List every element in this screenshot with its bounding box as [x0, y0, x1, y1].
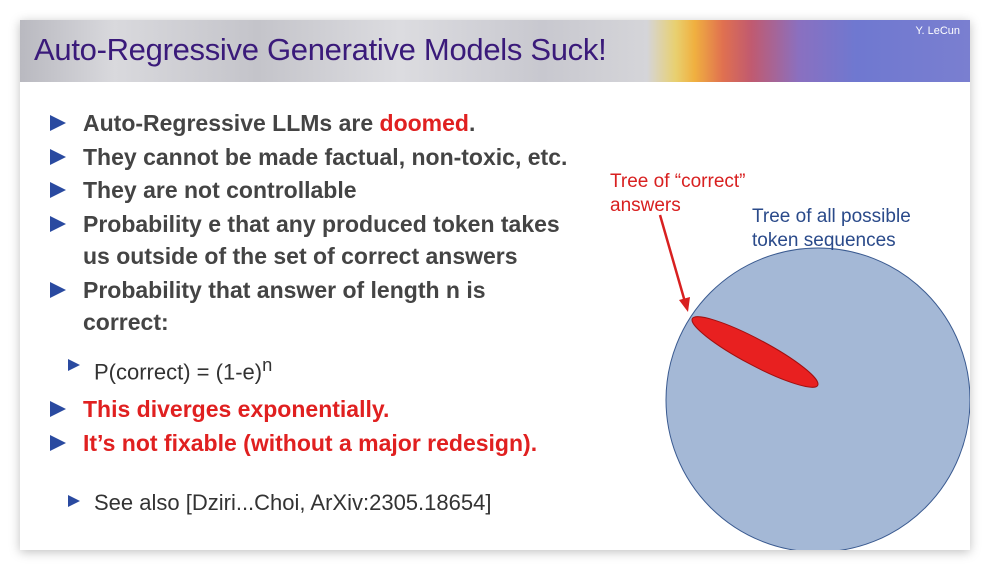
label-line: answers [610, 195, 681, 216]
bullet-text: This diverges exponentially. [83, 396, 390, 422]
bullet-arrow-icon [50, 115, 66, 131]
bullet-arrow-icon [50, 216, 66, 232]
correct-answers-label: Tree of “correct” answers [610, 170, 746, 218]
bullet-text: Probability e that any produced token ta… [83, 211, 560, 237]
arrow-head-icon [679, 297, 690, 312]
bullet-text: They cannot be made factual, non-toxic, … [83, 144, 568, 170]
slide-title: Auto-Regressive Generative Models Suck! [34, 32, 607, 67]
all-sequences-circle [665, 247, 970, 550]
label-line: token sequences [752, 230, 896, 251]
slide: Auto-Regressive Generative Models Suck! … [20, 20, 970, 550]
label-line: Tree of “correct” [610, 171, 746, 192]
correct-answers-ellipse [691, 316, 819, 388]
bullet-arrow-icon [50, 435, 66, 451]
bullet-text: They are not controllable [83, 177, 357, 203]
title-banner: Auto-Regressive Generative Models Suck! … [20, 20, 970, 82]
bullet-text: Probability that answer of length n is [83, 277, 486, 303]
bullet-text: us outside of the set of correct answers [83, 243, 518, 269]
bullet-text: correct: [83, 309, 169, 335]
bullet-arrow-icon [50, 282, 66, 298]
author-label: Y. LeCun [915, 25, 960, 37]
bullet-arrow-icon [68, 495, 80, 507]
bullet-text: . [468, 110, 476, 136]
bullet-arrow-icon [50, 149, 66, 165]
all-sequences-label: Tree of all possible token sequences [752, 205, 911, 253]
diagram [658, 214, 970, 550]
arrow-line [658, 214, 687, 303]
bullet-arrow-icon [50, 401, 66, 417]
bullet-text: It’s not fixable (without a major redesi… [83, 430, 538, 456]
reference-text: See also [Dziri...Choi, ArXiv:2305.18654… [94, 490, 492, 515]
formula-text: P(correct) = (1-e) [94, 359, 263, 385]
bullet-text: Auto-Regressive LLMs are [83, 110, 380, 136]
emphasis-text: doomed [379, 110, 469, 136]
label-line: Tree of all possible [752, 206, 911, 227]
bullet-arrow-icon [50, 182, 66, 198]
bullet-arrow-icon [68, 359, 80, 371]
formula-exponent: n [262, 354, 273, 375]
